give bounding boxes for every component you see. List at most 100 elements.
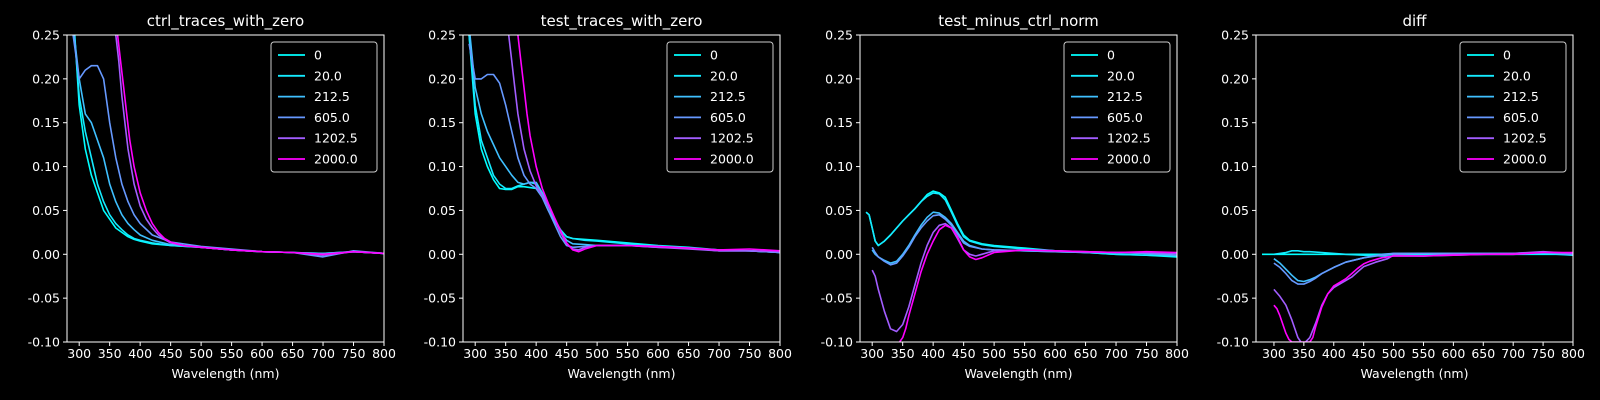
legend-label: 2000.0	[1503, 152, 1547, 167]
y-tick-label: 0.20	[825, 71, 853, 86]
x-tick-label: 350	[891, 346, 915, 361]
x-tick-label: 500	[1382, 346, 1406, 361]
y-tick-label: -0.05	[424, 291, 456, 306]
x-tick-label: 350	[1292, 346, 1316, 361]
x-tick-label: 550	[1412, 346, 1436, 361]
series-line-2	[1273, 251, 1573, 283]
x-tick-label: 400	[921, 346, 945, 361]
legend-label: 605.0	[1503, 110, 1539, 125]
legend-label: 212.5	[710, 89, 746, 104]
x-axis-label: Wavelength (nm)	[568, 366, 676, 381]
legend: 0 20.0 212.5 605.0 1202.5 2000.0	[1063, 41, 1171, 173]
series-line-5	[898, 224, 1177, 342]
y-tick-label: -0.10	[28, 335, 60, 350]
legend-box	[1459, 41, 1567, 173]
y-tick-label: -0.10	[821, 335, 853, 350]
y-tick-label: 0.00	[825, 247, 853, 262]
y-tick-label: 0.00	[32, 247, 60, 262]
x-tick-label: 750	[1135, 346, 1159, 361]
x-tick-label: 450	[555, 346, 579, 361]
y-tick-label: 0.05	[32, 203, 60, 218]
y-tick-label: 0.15	[32, 115, 60, 130]
legend-label: 20.0	[1503, 68, 1531, 83]
x-tick-label: 800	[1561, 346, 1585, 361]
x-tick-label: 800	[372, 346, 396, 361]
axes-frame	[66, 34, 385, 343]
series-line-0	[865, 190, 1177, 258]
y-tick-label: 0.10	[825, 159, 853, 174]
series-line-5	[1273, 251, 1573, 342]
legend-label: 1202.5	[314, 131, 358, 146]
legend-box	[1063, 41, 1171, 173]
y-tick-label: 0.25	[32, 28, 60, 43]
y-tick-label: 0.05	[1221, 203, 1249, 218]
x-tick-label: 300	[1262, 346, 1286, 361]
y-tick-label: 0.05	[428, 203, 456, 218]
x-tick-label: 750	[1531, 346, 1555, 361]
y-tick-label: 0.20	[428, 71, 456, 86]
x-tick-label: 300	[860, 346, 884, 361]
y-tick-label: 0.15	[1221, 115, 1249, 130]
series-group	[1262, 250, 1573, 342]
series-line-1	[865, 192, 1177, 257]
legend-label: 20.0	[710, 68, 738, 83]
legend: 0 20.0 212.5 605.0 1202.5 2000.0	[270, 41, 378, 173]
x-tick-label: 800	[1165, 346, 1189, 361]
legend-label: 2000.0	[1107, 152, 1151, 167]
legend-label: 2000.0	[710, 152, 754, 167]
x-tick-label: 650	[1074, 346, 1098, 361]
x-tick-label: 400	[128, 346, 152, 361]
y-tick-label: 0.25	[825, 28, 853, 43]
chart-title: diff	[1402, 12, 1427, 30]
x-tick-label: 600	[250, 346, 274, 361]
axes-frame	[1255, 34, 1574, 343]
x-tick-label: 600	[646, 346, 670, 361]
y-tick-label: 0.20	[1221, 71, 1249, 86]
x-tick-label: 700	[1104, 346, 1128, 361]
chart-title: ctrl_traces_with_zero	[147, 12, 304, 31]
y-tick-label: 0.25	[428, 28, 456, 43]
legend-box	[270, 41, 378, 173]
y-tick-label: -0.10	[1217, 335, 1249, 350]
legend-label: 212.5	[1503, 89, 1539, 104]
x-tick-label: 500	[585, 346, 609, 361]
chart-panel-3: 300 350 400 450 500 550 600 650 700 750 800 -0.10 -0…	[821, 12, 1189, 381]
x-tick-label: 800	[768, 346, 792, 361]
legend-label: 0	[1503, 48, 1511, 63]
y-tick-label: 0.15	[825, 115, 853, 130]
y-tick-label: -0.05	[28, 291, 60, 306]
y-tick-label: 0.10	[32, 159, 60, 174]
x-tick-label: 650	[1471, 346, 1495, 361]
y-tick-label: 0.10	[1221, 159, 1249, 174]
legend: 0 20.0 212.5 605.0 1202.5 2000.0	[1459, 41, 1567, 173]
series-line-4	[1273, 250, 1573, 342]
legend-label: 605.0	[1107, 110, 1143, 125]
series-group	[72, 35, 384, 258]
x-tick-label: 450	[1352, 346, 1376, 361]
x-tick-label: 400	[524, 346, 548, 361]
legend-label: 1202.5	[1107, 131, 1151, 146]
x-tick-label: 550	[1013, 346, 1037, 361]
series-line-3	[1273, 251, 1573, 285]
x-tick-label: 300	[463, 346, 487, 361]
legend-box	[666, 41, 774, 173]
x-tick-label: 500	[189, 346, 213, 361]
x-tick-label: 350	[494, 346, 518, 361]
legend-label: 20.0	[314, 68, 342, 83]
y-tick-label: 0.25	[1221, 28, 1249, 43]
y-tick-label: 0.10	[428, 159, 456, 174]
chart-panel-1: 300 350 400 450 500 550 600 650 700 750 800 -0.10 -0…	[28, 12, 396, 381]
x-tick-label: 500	[982, 346, 1006, 361]
x-axis-label: Wavelength (nm)	[965, 366, 1073, 381]
chart-panel-2: 300 350 400 450 500 550 600 650 700 750 800 -0.10 -0…	[424, 12, 792, 381]
x-tick-label: 650	[677, 346, 701, 361]
x-tick-label: 700	[311, 346, 335, 361]
legend-label: 1202.5	[710, 131, 754, 146]
x-tick-label: 750	[342, 346, 366, 361]
chart-title: test_minus_ctrl_norm	[938, 12, 1099, 31]
legend-label: 1202.5	[1503, 131, 1547, 146]
series-line-5	[116, 35, 384, 256]
axes-frame	[859, 34, 1178, 343]
x-tick-label: 300	[67, 346, 91, 361]
